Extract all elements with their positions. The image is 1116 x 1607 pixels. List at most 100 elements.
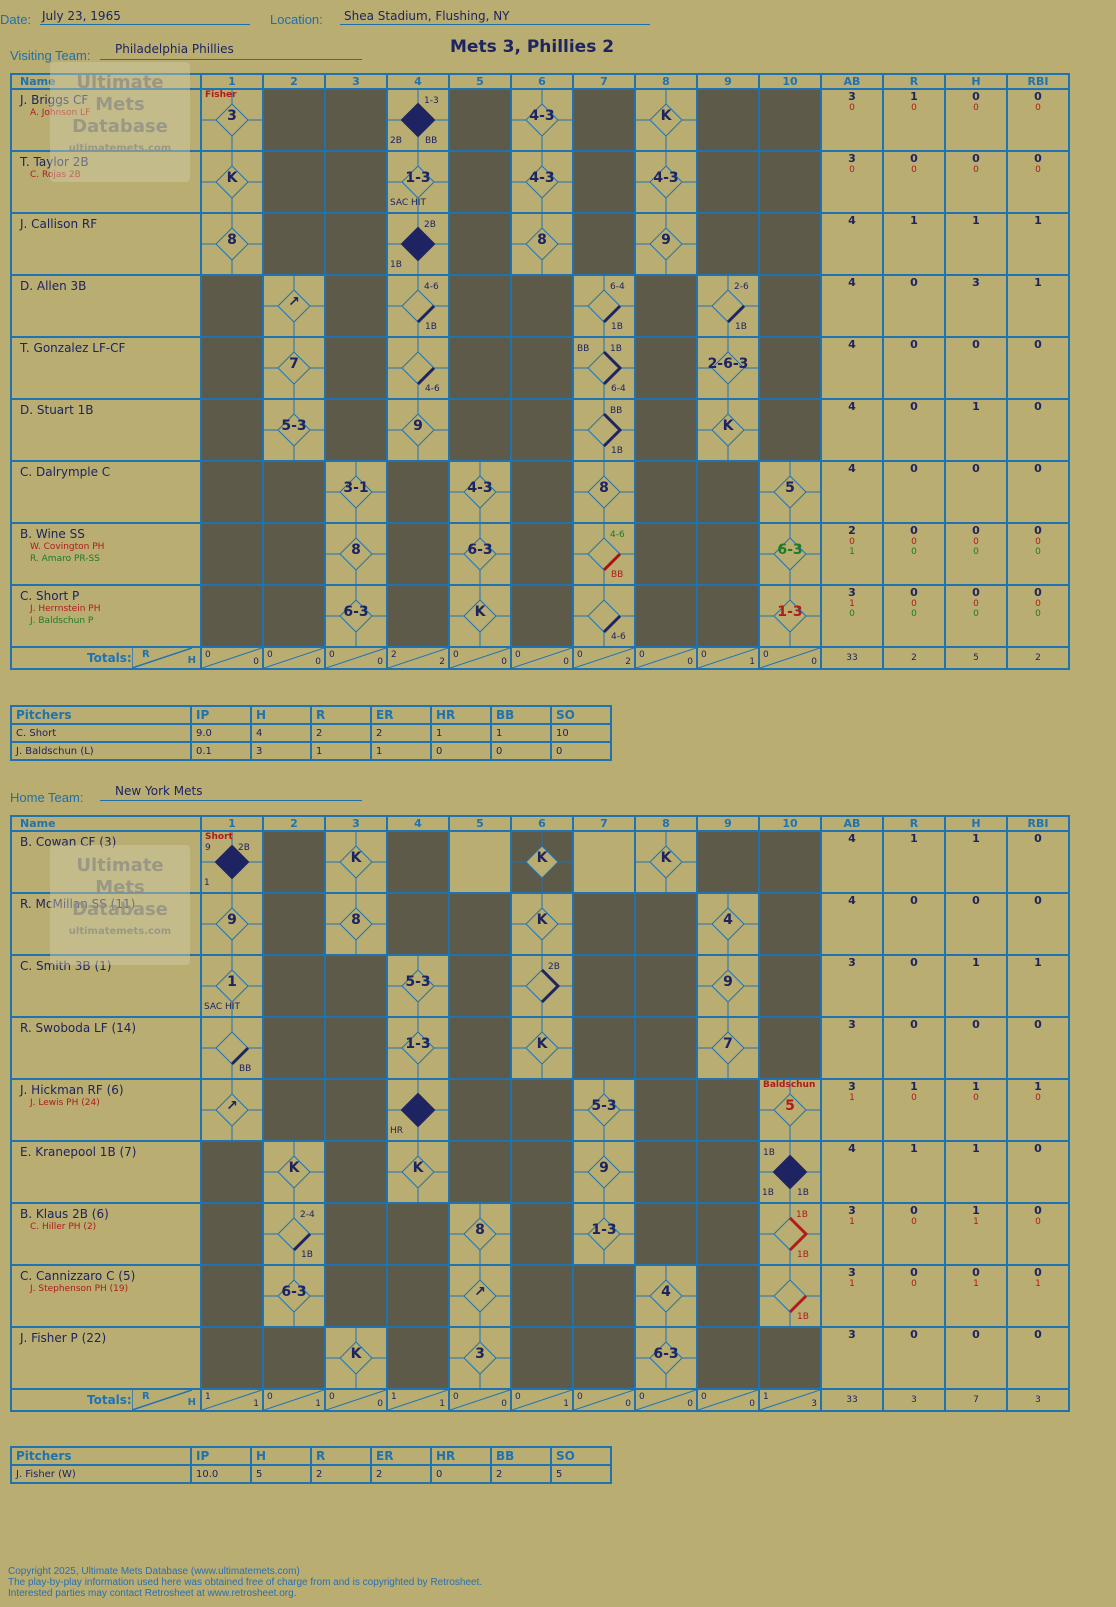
- inning-header: 1: [200, 815, 264, 832]
- stat-value: 4: [848, 1142, 856, 1155]
- play-result: 5-3: [591, 1098, 617, 1114]
- base-note: 1B: [390, 260, 402, 270]
- game-title: Mets 3, Phillies 2: [450, 37, 615, 57]
- inning-cell: [634, 954, 698, 1018]
- sub-stat-value: 1: [849, 1093, 855, 1103]
- base-note: 2-4: [300, 1210, 315, 1220]
- runs-label: R: [142, 1391, 150, 1402]
- pitcher-stat: 2: [370, 1464, 432, 1484]
- batter-name: C. Cannizzaro C (5): [20, 1269, 136, 1283]
- diamond-icon: [761, 587, 819, 645]
- inning-cell: [262, 150, 326, 214]
- inning-header: 5: [448, 815, 512, 832]
- inning-cell: [696, 1326, 760, 1390]
- inning-cell: 2B 1B: [386, 212, 450, 276]
- diamond-icon: [637, 1267, 695, 1325]
- inning-cell: 1-3: [758, 584, 822, 648]
- inning-cell: [386, 584, 450, 648]
- batter-name: C. Smith 3B (1): [20, 959, 112, 973]
- total-divider: [389, 649, 447, 667]
- stat-value: 1: [972, 1142, 980, 1155]
- play-result: 1-3: [591, 1222, 617, 1238]
- name-column-header: Name: [10, 73, 202, 90]
- pitcher-note: Fisher: [205, 90, 237, 100]
- pitcher-column-header: IP: [190, 1446, 252, 1466]
- play-result: 6-3: [343, 604, 369, 620]
- stat-value: 0: [910, 956, 918, 969]
- inning-runs: 0: [639, 650, 645, 660]
- total-divider: [513, 1391, 571, 1409]
- total-divider: [637, 649, 695, 667]
- substitute-name: W. Covington PH: [30, 542, 105, 552]
- stat-value: 0: [1034, 1204, 1042, 1217]
- stat-total: 7: [944, 1388, 1008, 1412]
- inning-cell: K: [386, 1140, 450, 1204]
- stat-cell: 3: [820, 1326, 884, 1390]
- play-result: 5-3: [281, 418, 307, 434]
- inning-cell: [510, 398, 574, 462]
- stat-cell: 0: [944, 1016, 1008, 1080]
- stat-cell: 0: [1006, 1140, 1070, 1204]
- inning-cell: BB 1B 6-4: [572, 336, 636, 400]
- pitcher-stat: 3: [250, 741, 312, 761]
- play-result: 4-3: [653, 170, 679, 186]
- inning-cell: [386, 1326, 450, 1390]
- pitcher-stat: J. Fisher (W): [10, 1464, 192, 1484]
- play-result: K: [474, 604, 486, 620]
- inning-cell: [758, 336, 822, 400]
- stat-value: 0: [1034, 462, 1042, 475]
- inning-cell: [200, 1140, 264, 1204]
- inning-cell: [200, 274, 264, 338]
- inning-cell: 1 SAC HIT: [200, 954, 264, 1018]
- inning-cell: 6-3: [262, 1264, 326, 1328]
- totals-row: Totals: R H 0 0 0 0 0 0 2 2 0 0 0 0 0 2 0 0 0 1 0 0 33 2 5 2: [10, 646, 1070, 670]
- play-result: 8: [227, 232, 237, 248]
- inning-cell: K: [634, 830, 698, 894]
- play-result: 9: [413, 418, 423, 434]
- inning-cell: [758, 892, 822, 956]
- rh-divider: [132, 1391, 192, 1409]
- stat-cell: 0: [882, 460, 946, 524]
- play-result: 4: [723, 912, 733, 928]
- play-result: K: [288, 1160, 300, 1176]
- stat-value: 0: [972, 90, 980, 103]
- stat-value: 4: [848, 276, 856, 289]
- batter-name-cell: B. Wine SS W. Covington PH R. Amaro PR-SS: [10, 522, 202, 586]
- base-note: 1-3: [424, 96, 439, 106]
- stat-cell: 0: [1006, 398, 1070, 462]
- play-result: 2-6-3: [707, 356, 749, 372]
- pitcher-column-header: R: [310, 705, 372, 725]
- substitute-name: J. Stephenson PH (19): [30, 1284, 129, 1294]
- stat-value: 4: [848, 832, 856, 845]
- stat-value: 0: [910, 1328, 918, 1341]
- inning-cell: 4-6: [386, 336, 450, 400]
- play-result: 3-1: [343, 480, 369, 496]
- inning-header: 2: [262, 73, 326, 90]
- sub-stat-value: 0: [911, 537, 917, 547]
- batter-row: C. Dalrymple C 3-1 4-3 8 5 4 0 0 0: [10, 460, 1070, 524]
- inning-cell: [634, 522, 698, 586]
- batter-name: J. Fisher P (22): [20, 1331, 107, 1345]
- inning-cell: [448, 212, 512, 276]
- batter-name-cell: R. McMillan SS (11): [10, 892, 202, 956]
- total-divider: [265, 1391, 323, 1409]
- stat-cell: 0: [882, 398, 946, 462]
- play-result: 6-3: [467, 542, 493, 558]
- play-result: 1-3: [405, 170, 431, 186]
- play-result: 9: [723, 974, 733, 990]
- inning-header: 7: [572, 815, 636, 832]
- base-note: 9: [205, 843, 211, 853]
- pitcher-stat: 10.0: [190, 1464, 252, 1484]
- total-divider: [637, 1391, 695, 1409]
- stat-value: 1: [910, 90, 918, 103]
- name-column-header: Name: [10, 815, 202, 832]
- inning-cell: [448, 274, 512, 338]
- inning-cell: 1-3 SAC HIT: [386, 150, 450, 214]
- play-result: K: [660, 850, 672, 866]
- inning-cell: [510, 1326, 574, 1390]
